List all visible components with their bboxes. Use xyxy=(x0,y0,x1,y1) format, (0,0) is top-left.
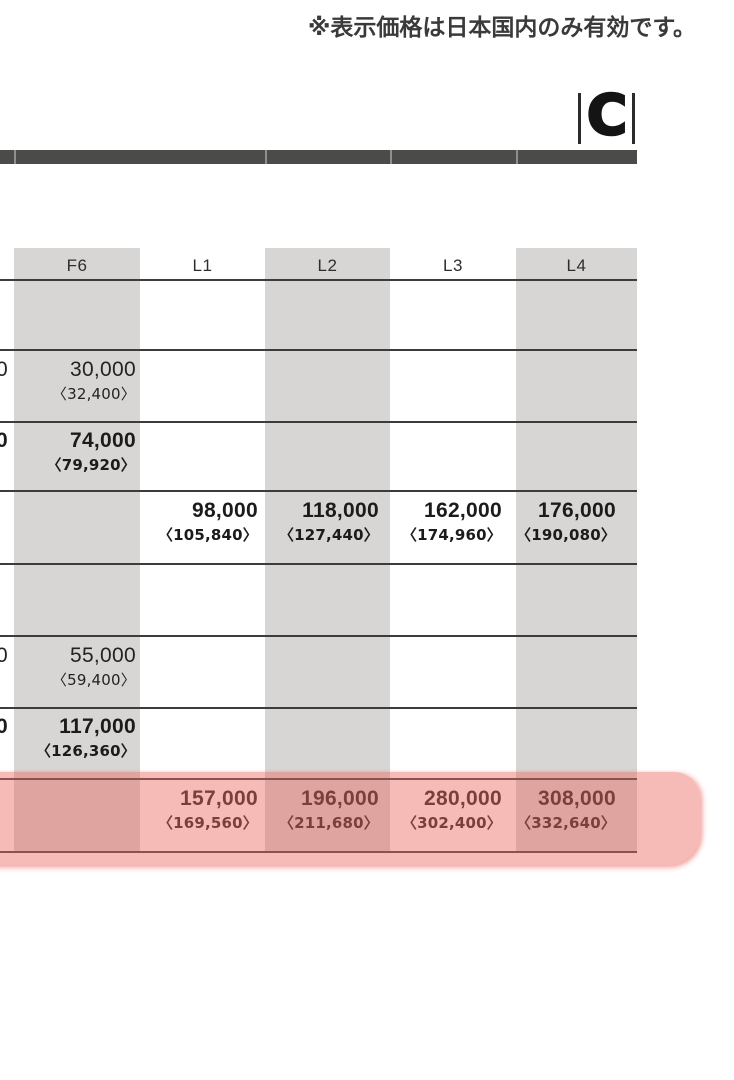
price-cell-l4: 176,000 〈190,080〉 xyxy=(516,499,617,544)
logo-right-bar-icon xyxy=(632,93,635,144)
price-cell-f6: 30,000 〈32,400〉 xyxy=(51,358,136,403)
section-divider-bar xyxy=(0,150,637,164)
table-rule xyxy=(0,279,637,281)
logo-left-bar-icon xyxy=(578,93,581,144)
brand-logo-c-icon: C xyxy=(586,83,629,147)
price-cell-l3: 280,000 〈302,400〉 xyxy=(401,787,502,832)
price-cell-l3: 162,000 〈174,960〉 xyxy=(401,499,502,544)
price-cell-l2: 196,000 〈211,680〉 xyxy=(278,787,379,832)
price-cell-l1: 98,000 〈105,840〉 xyxy=(157,499,258,544)
price-cell-f6: 74,000 〈79,920〉 xyxy=(46,429,136,474)
table-rule xyxy=(0,349,637,351)
table-rule xyxy=(0,707,637,709)
price-cell-cutoff: 0 0〉 xyxy=(0,644,8,689)
table-rule xyxy=(0,851,637,853)
price-cell-cutoff: 0 0〉 xyxy=(0,715,8,760)
column-header-f6: F6 xyxy=(66,256,88,275)
column-header-l4: L4 xyxy=(566,256,587,275)
table-rule xyxy=(0,421,637,423)
divider-seam xyxy=(390,150,392,164)
price-cell-l1: 157,000 〈169,560〉 xyxy=(157,787,258,832)
column-header-l3: L3 xyxy=(443,256,463,275)
price-cell-l2: 118,000 〈127,440〉 xyxy=(278,499,379,544)
price-cell-cutoff: 0 0〉 xyxy=(0,358,8,403)
column-band-l4 xyxy=(516,248,637,851)
divider-seam xyxy=(14,150,16,164)
price-cell-cutoff: 0 0〉 xyxy=(0,429,8,474)
column-band-l2 xyxy=(265,248,390,851)
price-cell-l4: 308,000 〈332,640〉 xyxy=(516,787,617,832)
divider-seam xyxy=(516,150,518,164)
column-band-f6 xyxy=(14,248,140,851)
table-rule xyxy=(0,563,637,565)
table-rule xyxy=(0,490,637,492)
divider-seam xyxy=(265,150,267,164)
column-header-l2: L2 xyxy=(317,256,338,275)
price-cell-f6: 55,000 〈59,400〉 xyxy=(51,644,136,689)
table-rule xyxy=(0,635,637,637)
table-rule xyxy=(0,778,637,780)
column-header-l1: L1 xyxy=(192,256,213,275)
price-validity-note: ※表示価格は日本国内のみ有効です。 xyxy=(308,15,697,41)
price-cell-f6: 117,000 〈126,360〉 xyxy=(35,715,136,760)
